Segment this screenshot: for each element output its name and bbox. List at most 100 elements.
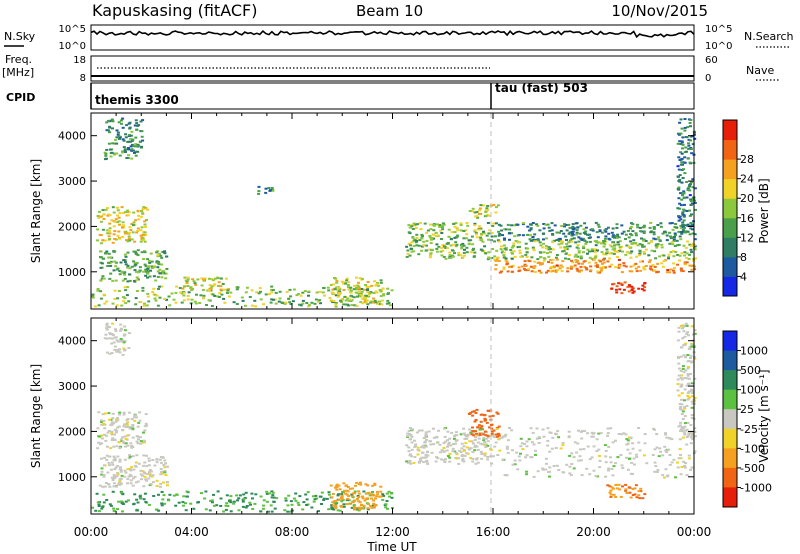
data-cell: [151, 474, 155, 477]
data-cell: [517, 241, 520, 244]
data-cell: [690, 325, 694, 328]
data-cell: [124, 471, 128, 474]
data-cell: [335, 286, 339, 289]
freq-right-tick-bottom: 0: [705, 73, 711, 84]
data-cell: [498, 271, 502, 274]
data-cell: [174, 301, 178, 304]
data-cell: [567, 223, 571, 226]
data-cell: [248, 501, 252, 504]
data-cell: [143, 220, 147, 223]
data-cell: [353, 499, 357, 502]
data-cell: [599, 269, 603, 272]
data-cell: [683, 251, 687, 254]
data-cell: [542, 223, 546, 225]
data-cell: [132, 416, 136, 419]
data-cell: [99, 419, 103, 422]
data-cell: [405, 245, 409, 248]
data-cell: [123, 297, 127, 300]
data-cell: [693, 238, 697, 241]
data-cell: [682, 343, 686, 346]
data-cell: [320, 503, 323, 505]
data-cell: [379, 295, 383, 298]
data-cell: [121, 429, 125, 432]
data-cell: [217, 296, 221, 298]
data-cell: [580, 238, 584, 241]
data-cell: [409, 455, 413, 458]
data-cell: [554, 269, 558, 272]
data-cell: [366, 497, 369, 500]
data-cell: [575, 267, 579, 270]
data-cell: [193, 282, 197, 285]
data-cell: [690, 244, 693, 247]
data-cell: [107, 235, 111, 238]
data-cell: [459, 222, 463, 225]
data-cell: [420, 446, 423, 449]
data-cell: [146, 292, 150, 295]
data-cell: [448, 251, 452, 254]
data-cell: [386, 293, 390, 295]
data-cell: [603, 444, 607, 447]
data-cell: [122, 146, 126, 149]
data-cell: [107, 261, 110, 264]
data-cell: [116, 209, 120, 212]
data-cell: [114, 279, 118, 282]
data-cell: [297, 293, 301, 295]
data-cell: [409, 244, 412, 247]
data-cell: [387, 490, 391, 493]
data-cell: [337, 293, 341, 296]
data-cell: [619, 495, 623, 498]
data-cell: [616, 250, 620, 253]
data-cell: [491, 434, 495, 437]
data-cell: [109, 468, 113, 471]
data-cell: [568, 465, 572, 468]
data-cell: [418, 222, 422, 224]
data-cell: [688, 264, 692, 267]
data-cell: [618, 488, 622, 491]
data-cell: [228, 500, 231, 503]
data-cell: [424, 456, 428, 459]
data-cell: [642, 454, 646, 457]
data-cell: [288, 301, 292, 304]
data-cell: [442, 246, 446, 249]
data-cell: [382, 293, 386, 296]
data-cell: [442, 223, 446, 226]
data-cell: [461, 457, 465, 460]
data-cell: [103, 239, 107, 242]
data-cell: [548, 475, 551, 478]
data-cell: [119, 323, 123, 326]
data-cell: [462, 445, 466, 448]
data-cell: [517, 266, 521, 269]
data-cell: [576, 226, 580, 229]
data-cell: [545, 271, 548, 274]
data-cell: [595, 231, 599, 234]
data-cell: [139, 120, 143, 123]
data-cell: [208, 509, 212, 512]
data-cell: [528, 229, 532, 232]
data-cell: [104, 434, 108, 437]
data-cell: [99, 220, 103, 223]
data-cell: [113, 297, 117, 300]
data-cell: [486, 444, 490, 447]
data-cell: [432, 443, 436, 446]
data-cell: [593, 257, 597, 260]
data-cell: [687, 382, 691, 385]
data-cell: [473, 420, 477, 423]
data-cell: [686, 189, 690, 191]
data-cell: [441, 249, 445, 252]
data-cell: [139, 469, 143, 472]
data-cell: [694, 208, 697, 211]
data-cell: [161, 456, 165, 459]
data-cell: [643, 433, 647, 436]
data-cell: [140, 145, 144, 148]
data-cell: [670, 438, 674, 441]
data-cell: [114, 265, 118, 268]
data-cell: [479, 204, 483, 207]
data-cell: [355, 498, 359, 500]
data-cell: [641, 226, 645, 229]
data-cell: [641, 260, 644, 263]
data-cell: [468, 428, 472, 431]
data-cell: [604, 461, 608, 464]
data-cell: [94, 509, 98, 512]
data-cell: [163, 502, 167, 505]
data-cell: [636, 223, 639, 226]
